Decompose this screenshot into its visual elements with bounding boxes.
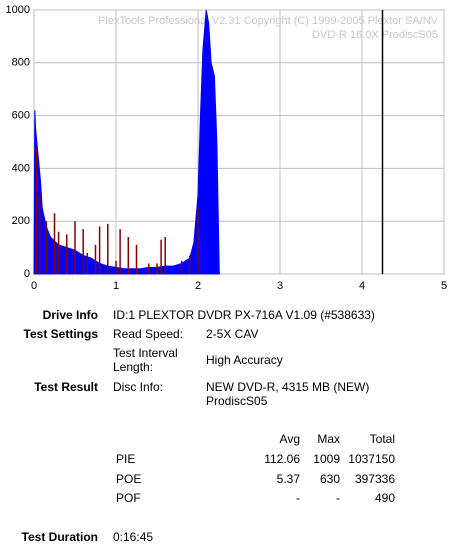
stats-cell: 397336 — [354, 471, 395, 486]
stats-cell: 1037150 — [348, 452, 395, 466]
x-tick-label: 2 — [195, 280, 201, 292]
stats-cell: - — [296, 491, 300, 505]
stats-cell: 490 — [374, 491, 395, 505]
value: High Accuracy — [206, 353, 283, 367]
stats-header: Total — [369, 432, 395, 446]
chart: 0 200 400 600 800 1000 0 1 2 3 4 5 PlexTools Profess… — [6, 4, 448, 292]
value: 0:16:45 — [113, 530, 154, 544]
stats-cell: 630 — [319, 471, 340, 486]
plot-area — [33, 9, 445, 275]
value: 2-5X CAV — [206, 327, 259, 341]
value: ID:1 PLEXTOR DVDR PX-716A V1.09 (#538633… — [113, 308, 375, 322]
label: Test Settings — [23, 327, 98, 341]
x-tick-label: 1 — [113, 280, 119, 292]
x-tick-label: 5 — [441, 280, 447, 292]
x-tick-label: 0 — [31, 280, 37, 292]
stats-row-label: POF — [116, 491, 141, 505]
stats-header: Avg — [279, 432, 300, 446]
stats-cell: 1009 — [313, 452, 340, 466]
stats-cell: - — [336, 491, 340, 505]
key: Disc Info: — [113, 380, 164, 394]
watermark: PlexTools Professional V2.31 Copyright (… — [98, 15, 439, 27]
key: Test Interval Length: — [113, 346, 178, 374]
stats-cell: 112.06 — [264, 452, 300, 466]
y-tick-label: 400 — [12, 162, 30, 174]
x-tick-label: 4 — [359, 280, 365, 292]
y-tick-label: 1000 — [6, 4, 30, 16]
stats-row-label: PIE — [116, 452, 136, 466]
label: Test Duration — [21, 530, 98, 544]
stats-row-label: POE — [116, 471, 142, 486]
y-tick-label: 0 — [24, 268, 30, 280]
y-tick-label: 600 — [12, 110, 30, 122]
stats-cell: 5.37 — [276, 471, 300, 486]
watermark: DVD-R 16.0X ProdiscS05 — [312, 29, 438, 41]
label: Drive Info — [42, 308, 98, 322]
x-tick-label: 3 — [277, 280, 283, 292]
stats-header: Max — [317, 432, 340, 446]
label: Test Result — [34, 380, 98, 394]
value: NEW DVD-R, 4315 MB (NEW) ProdiscS05 — [206, 380, 370, 408]
key: Read Speed: — [113, 327, 184, 341]
y-tick-label: 800 — [12, 57, 30, 69]
y-tick-label: 200 — [12, 215, 30, 227]
